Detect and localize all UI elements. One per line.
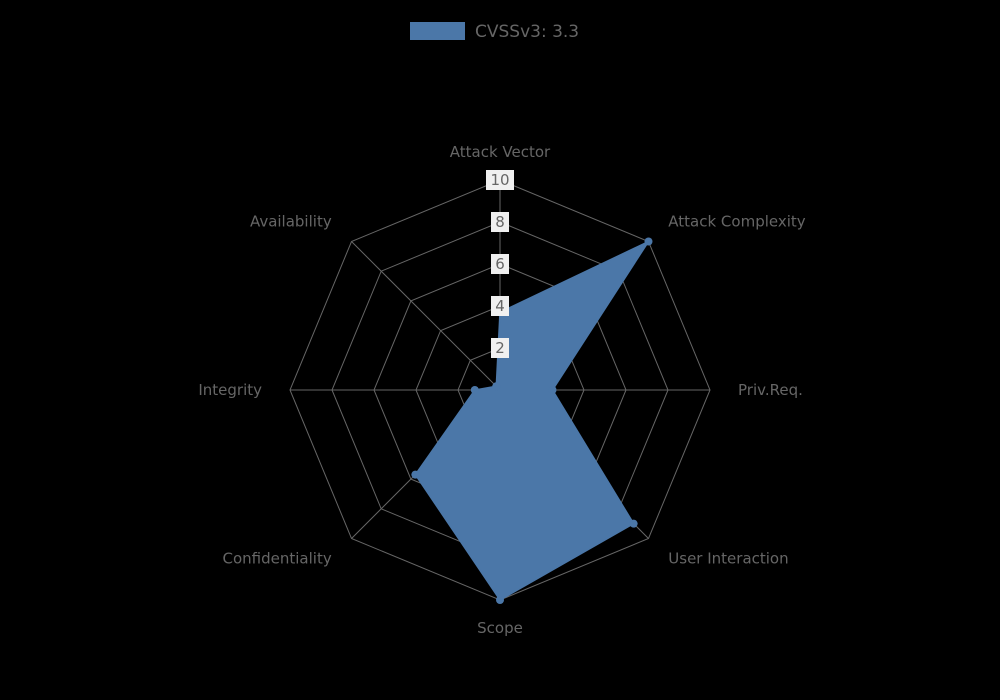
- axis-label: Availability: [250, 213, 332, 231]
- legend-swatch: [410, 22, 465, 40]
- axis-label: Priv.Req.: [738, 381, 803, 399]
- axis-label: Attack Vector: [450, 143, 551, 161]
- tick-label: 10: [490, 171, 509, 189]
- series-point: [630, 520, 638, 528]
- series-point: [471, 386, 479, 394]
- radar-chart: 2 4 6 8 10 Attack Vector Attack Complexity Priv…: [0, 0, 1000, 700]
- tick-label: 2: [495, 339, 505, 357]
- axis-label: User Interaction: [668, 549, 788, 567]
- legend-label: CVSSv3: 3.3: [475, 22, 579, 42]
- series-point: [492, 382, 500, 390]
- axis-label: Scope: [477, 619, 523, 637]
- tick-label: 4: [495, 297, 505, 315]
- axis-label: Attack Complexity: [668, 213, 805, 231]
- axis-label: Integrity: [198, 381, 262, 399]
- tick-label: 6: [495, 255, 505, 273]
- series-point: [549, 386, 557, 394]
- axis-label: Confidentiality: [223, 549, 332, 567]
- series-point: [411, 471, 419, 479]
- series-point: [496, 596, 504, 604]
- series-point: [644, 238, 652, 246]
- tick-label: 8: [495, 213, 505, 231]
